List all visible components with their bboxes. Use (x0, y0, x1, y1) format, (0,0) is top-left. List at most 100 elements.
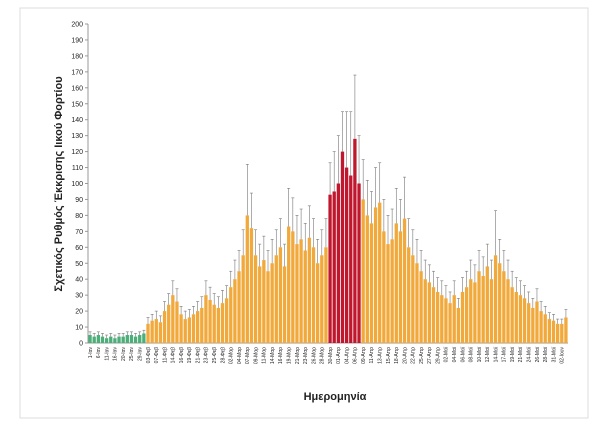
bar (320, 255, 324, 343)
bar (369, 223, 374, 343)
bar (489, 279, 494, 343)
bar (262, 260, 266, 343)
x-tick-label: 23-Μαρ (303, 347, 309, 364)
x-tick-label: 30-Μαρ (328, 347, 334, 364)
x-tick-label: 11-Απρ (369, 347, 375, 364)
y-tick-label: 90 (75, 197, 83, 204)
x-tick-label: 11-Ιαν (104, 347, 110, 361)
bar (129, 335, 134, 343)
bar (493, 255, 498, 343)
bar (431, 287, 436, 343)
x-tick-label: 19-Μαϊ (510, 346, 516, 362)
x-tick-label: 21-Μαϊ (518, 346, 524, 362)
x-tick-label: 25-Φεβ (212, 347, 218, 363)
x-tick-label: 10-Μαϊ (477, 346, 483, 362)
x-tick-label: 03-Φεβ (146, 347, 152, 363)
bar (167, 304, 171, 343)
bar (456, 307, 460, 343)
bar (179, 314, 183, 343)
bar (460, 291, 465, 343)
bar (436, 291, 440, 343)
x-tick-label: 29-Ιαν (138, 347, 144, 362)
bar (307, 237, 312, 343)
bar (291, 231, 295, 343)
bar (402, 218, 407, 343)
x-tick-label: 14-Μαϊ (493, 346, 499, 362)
bar (452, 295, 456, 343)
x-tick-label: 26-Μαρ (311, 347, 317, 364)
bar (328, 194, 332, 343)
bar (469, 279, 473, 343)
bar (535, 301, 539, 343)
bar (113, 338, 117, 343)
bar (208, 299, 212, 343)
y-axis-label: Σχετικός Ρυθμός Έκκρισης Ιικού Φορτίου (53, 76, 65, 291)
bar (142, 333, 146, 343)
y-tick-label: 120 (71, 149, 83, 156)
x-tick-label: 26-Μαϊ (535, 346, 541, 362)
bar (539, 311, 543, 343)
bar (133, 336, 138, 343)
x-tick-label: 23-Φεβ (204, 347, 210, 363)
bar (253, 255, 258, 343)
x-tick-label: 02-Ιουν (560, 347, 566, 364)
bar (311, 247, 316, 343)
bar (378, 202, 382, 343)
bar (216, 307, 220, 343)
x-tick-label: 15-Απρ (386, 347, 392, 364)
bar (212, 304, 216, 343)
bar (440, 295, 444, 343)
bar (547, 319, 552, 343)
bar (150, 320, 154, 343)
bar (498, 263, 502, 343)
bar (316, 263, 320, 343)
y-tick-label: 30 (75, 293, 83, 300)
y-tick-label: 0 (79, 341, 83, 348)
bar (344, 167, 349, 343)
x-tick-label: 13-Απρ (378, 347, 384, 364)
bar (245, 215, 249, 343)
y-tick-label: 100 (71, 181, 83, 188)
bar (287, 226, 291, 343)
bar (340, 151, 345, 343)
x-tick-label: 22-Απρ (411, 347, 417, 364)
x-tick-label: 02-Μαρ (229, 347, 235, 364)
bar (419, 271, 423, 343)
x-tick-label: 04-Μαρ (237, 347, 243, 364)
bar (560, 323, 564, 343)
x-tick-label: 28-Μαρ (320, 347, 326, 364)
x-tick-label: 19-Φεβ (187, 347, 193, 363)
bar (332, 191, 336, 343)
y-tick-label: 80 (75, 213, 83, 220)
x-tick-label: 16-Μαρ (278, 347, 284, 364)
chart-frame (19, 7, 589, 419)
bar (109, 336, 113, 343)
bar (191, 314, 196, 343)
x-tick-label: 1-Ιαν (88, 347, 94, 359)
x-tick-label: 12-Μαϊ (485, 346, 491, 362)
x-tick-label: 19-Μαρ (286, 347, 292, 364)
bar (88, 335, 92, 343)
y-tick-label: 150 (71, 101, 83, 108)
y-tick-label: 190 (71, 37, 83, 44)
bar (522, 298, 527, 343)
bar (241, 255, 245, 343)
bar (485, 266, 489, 343)
bar (121, 336, 125, 343)
bar (158, 322, 163, 343)
bar (411, 255, 415, 343)
bar (518, 295, 523, 343)
y-tick-label: 180 (71, 53, 83, 60)
bar (200, 307, 204, 343)
bar (282, 266, 287, 343)
x-tick-label: 04-Μαϊ (452, 346, 458, 362)
x-tick-label: 21-Φεβ (195, 347, 201, 363)
bar (224, 298, 229, 343)
y-tick-label: 140 (71, 117, 83, 124)
x-tick-label: 14-Φεβ (171, 347, 177, 363)
x-tick-label: 07-Φεβ (154, 347, 160, 363)
bar (353, 138, 357, 343)
bar (295, 244, 299, 343)
y-tick-label: 40 (75, 277, 83, 284)
x-tick-label: 07-Μαρ (245, 347, 251, 364)
